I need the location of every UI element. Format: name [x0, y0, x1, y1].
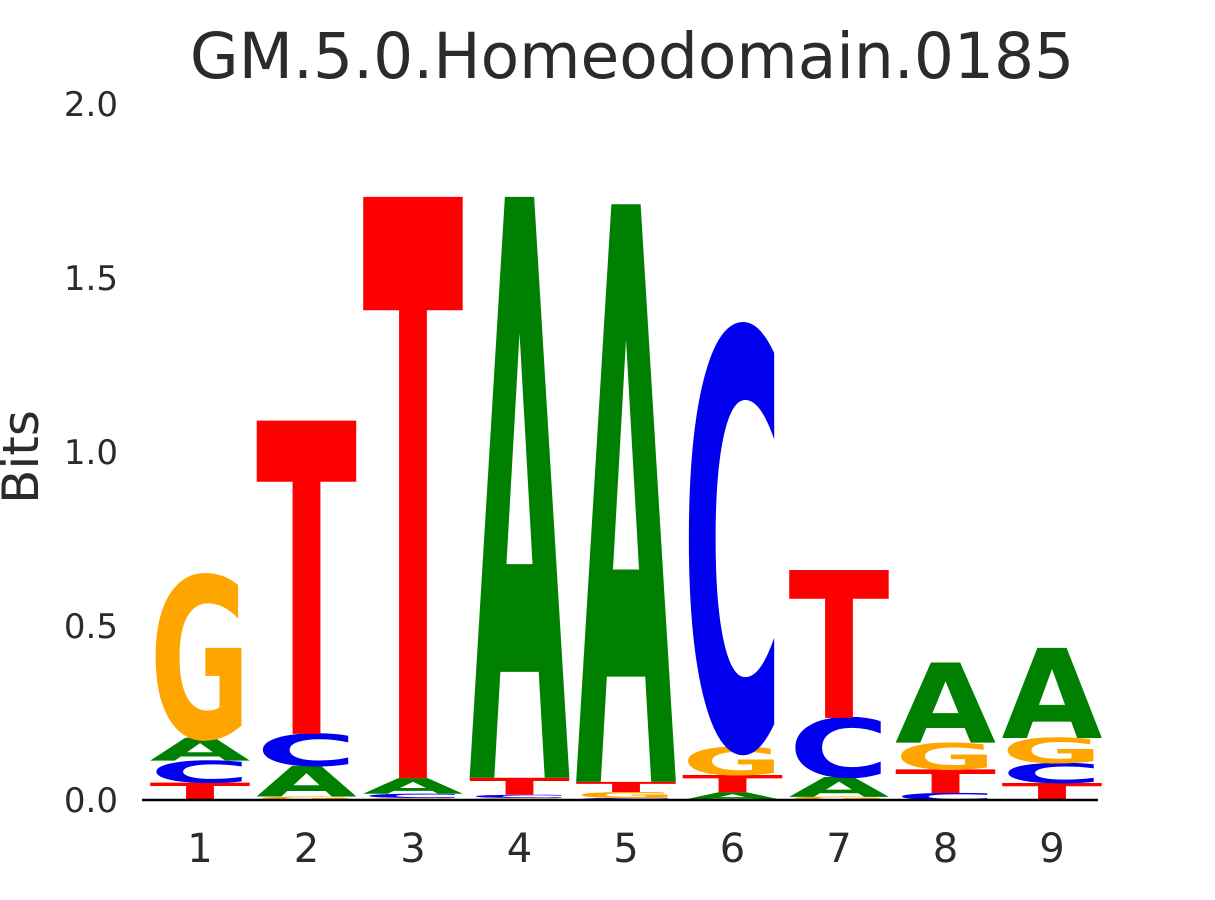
x-tick-label-7: 7 — [826, 826, 851, 872]
logo-letter-g-pos5: G — [576, 790, 677, 799]
x-tick-label-6: 6 — [720, 826, 745, 872]
x-tick-label-8: 8 — [933, 826, 958, 872]
x-tick-label-5: 5 — [613, 826, 638, 872]
x-tick-label-2: 2 — [294, 826, 319, 872]
chart-title: GM.5.0.Homeodomain.0185 — [190, 20, 1074, 93]
x-tick-label-9: 9 — [1039, 826, 1064, 872]
logo-letter-c-pos6: C — [682, 215, 783, 882]
x-tick-label-1: 1 — [187, 826, 212, 872]
logo-letter-t-pos4: T — [469, 774, 571, 801]
logo-letter-g-pos7: G — [789, 796, 890, 801]
logo-letter-a-pos7: A — [789, 772, 891, 804]
logo-letter-g-pos2: G — [256, 796, 357, 802]
logo-letter-a-pos5: A — [576, 48, 678, 900]
logo-letter-c-pos7: C — [789, 702, 890, 796]
y-tick-label-0.5: 0.5 — [64, 607, 118, 647]
x-axis-tick-labels: 1 2 3 4 5 6 7 8 9 — [187, 826, 1064, 872]
logo-letter-c-pos2: C — [256, 726, 357, 777]
logo-letter-c-pos4: C — [469, 794, 570, 799]
logo-letter-a-pos9: A — [1002, 624, 1103, 768]
y-tick-label-1.5: 1.5 — [64, 259, 118, 299]
logo-letter-t-pos6: T — [682, 771, 784, 799]
y-tick-label-0.0: 0.0 — [64, 781, 118, 821]
logo-letter-t-pos7: T — [789, 530, 890, 766]
logo-letter-a-pos1: A — [150, 732, 251, 769]
logo-letter-g-pos1: G — [150, 531, 251, 790]
logo-letter-stacks: TCAGGACTGCATGCTACGTAATGCGACTCTGATCGA — [150, 38, 1104, 900]
logo-letter-t-pos3: T — [363, 39, 465, 900]
y-axis-tick-labels: 0.0 0.5 1.0 1.5 2.0 — [64, 85, 118, 821]
logo-letter-g-pos6: G — [682, 740, 783, 784]
logo-letter-g-pos9: G — [1002, 731, 1103, 771]
x-tick-label-3: 3 — [400, 826, 425, 872]
logo-letter-t-pos5: T — [576, 779, 678, 795]
logo-letter-a-pos4: A — [469, 38, 571, 900]
logo-letter-a-pos8: A — [895, 641, 996, 769]
logo-letter-t-pos9: T — [1002, 779, 1104, 806]
logo-letter-c-pos1: C — [150, 755, 251, 790]
logo-letter-c-pos3: C — [363, 793, 464, 800]
y-tick-label-1.0: 1.0 — [64, 433, 118, 473]
x-tick-label-4: 4 — [507, 826, 532, 872]
logo-letter-c-pos9: C — [1002, 758, 1103, 790]
y-axis-label: Bits — [0, 410, 50, 504]
logo-letter-t-pos1: T — [150, 778, 252, 806]
logo-letter-a-pos3: A — [363, 774, 464, 799]
logo-letter-c-pos8: C — [895, 791, 996, 802]
logo-letter-g-pos8: G — [895, 735, 996, 778]
logo-letter-t-pos2: T — [256, 334, 358, 835]
logo-letter-t-pos8: T — [895, 763, 997, 801]
y-tick-label-2.0: 2.0 — [64, 85, 118, 125]
